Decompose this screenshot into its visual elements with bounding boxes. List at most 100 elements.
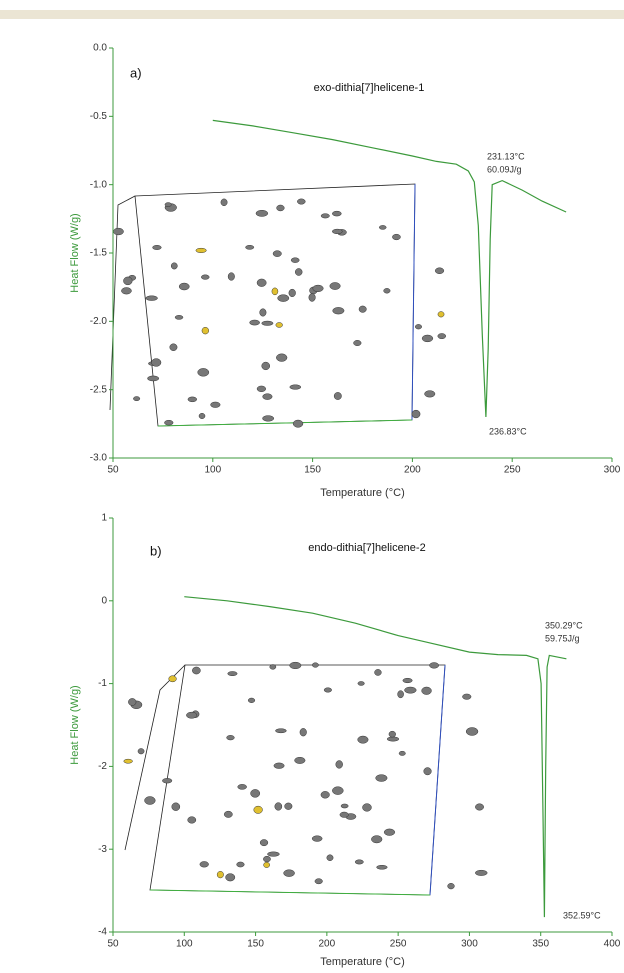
atom: [313, 285, 324, 292]
atom: [375, 669, 382, 675]
atom: [297, 199, 305, 204]
atom: [284, 870, 295, 877]
y-tick-label: -0.5: [90, 111, 108, 122]
atom: [179, 283, 189, 290]
figure: 0.0-0.5-1.0-1.5-2.0-2.5-3.05010015020025…: [0, 0, 624, 968]
atom: [186, 712, 196, 718]
atom: [254, 806, 263, 813]
atom: [165, 203, 171, 207]
atom: [290, 662, 301, 669]
atom: [123, 277, 132, 285]
y-tick-label: 0.0: [93, 43, 107, 54]
annotation: 350.29°C: [545, 620, 583, 630]
unit-cell-axis: [430, 665, 445, 895]
atom: [376, 775, 387, 782]
x-tick-label: 400: [604, 939, 621, 950]
annotation: 231.13°C: [487, 151, 525, 161]
atom: [276, 322, 283, 327]
atom: [403, 678, 412, 683]
atom: [257, 386, 266, 392]
annotation: 59.75J/g: [545, 633, 580, 643]
atom: [188, 817, 196, 824]
atom: [128, 698, 136, 705]
atom: [354, 340, 362, 345]
atom: [387, 737, 399, 741]
atom: [257, 279, 266, 287]
unit-cell: [150, 665, 445, 895]
atom: [275, 729, 286, 733]
atom: [377, 865, 388, 869]
x-tick-label: 150: [304, 465, 321, 476]
atom: [263, 394, 273, 400]
atom: [251, 789, 260, 797]
atom: [121, 288, 131, 295]
atom: [398, 691, 404, 698]
y-axis-label: Heat Flow (W/g): [69, 685, 81, 764]
atom: [359, 306, 366, 313]
atom: [379, 225, 386, 229]
atom: [202, 327, 209, 334]
atom: [248, 698, 255, 703]
atom: [358, 736, 368, 743]
atom: [438, 333, 446, 338]
y-tick-label: -1.5: [90, 248, 108, 259]
atom: [424, 768, 432, 775]
atom: [256, 210, 268, 216]
x-tick-label: 200: [319, 939, 336, 950]
atom: [273, 251, 281, 257]
chart-title: endo-dithia[7]helicene-2: [308, 542, 425, 554]
atom: [324, 688, 332, 693]
atom: [250, 320, 260, 325]
atom: [295, 757, 306, 763]
atom: [429, 663, 438, 669]
atom: [246, 245, 254, 249]
atom: [422, 687, 432, 695]
atom: [170, 344, 177, 351]
atom: [291, 258, 299, 263]
atom: [200, 861, 209, 867]
y-tick-label: -2: [98, 761, 107, 772]
atom: [327, 855, 333, 861]
atom: [138, 748, 144, 754]
atom: [211, 402, 221, 408]
x-tick-label: 150: [247, 939, 264, 950]
y-tick-label: 0: [101, 595, 107, 606]
atom: [146, 296, 158, 301]
atom: [188, 397, 197, 402]
atom: [315, 879, 323, 884]
atom: [272, 288, 278, 295]
annotation: 352.59°C: [563, 910, 601, 920]
atom: [438, 312, 444, 318]
atom: [145, 797, 156, 805]
atom: [293, 420, 303, 427]
x-tick-label: 300: [461, 939, 478, 950]
atom: [285, 803, 293, 810]
atom: [198, 368, 209, 376]
atom: [133, 397, 139, 401]
atom: [475, 870, 487, 875]
y-axis-label: Heat Flow (W/g): [69, 213, 81, 292]
unit-cell: [135, 184, 415, 426]
atom: [276, 354, 287, 362]
top-band: [0, 10, 624, 19]
atom: [312, 663, 318, 668]
atom: [405, 687, 417, 693]
atom: [196, 248, 206, 253]
atom: [475, 804, 483, 810]
atom: [466, 728, 478, 736]
atom: [289, 289, 296, 297]
atom: [278, 295, 289, 302]
x-tick-label: 50: [107, 465, 119, 476]
atom: [355, 860, 363, 864]
atom: [262, 416, 273, 422]
atom: [332, 211, 341, 216]
atom: [224, 811, 232, 817]
panel-label: a): [130, 65, 142, 80]
atom: [321, 791, 330, 798]
atom: [333, 307, 344, 314]
heat-flow-line: [184, 597, 566, 917]
atom: [164, 420, 173, 425]
atom: [384, 829, 395, 836]
atom: [227, 735, 235, 740]
atom: [270, 665, 276, 670]
